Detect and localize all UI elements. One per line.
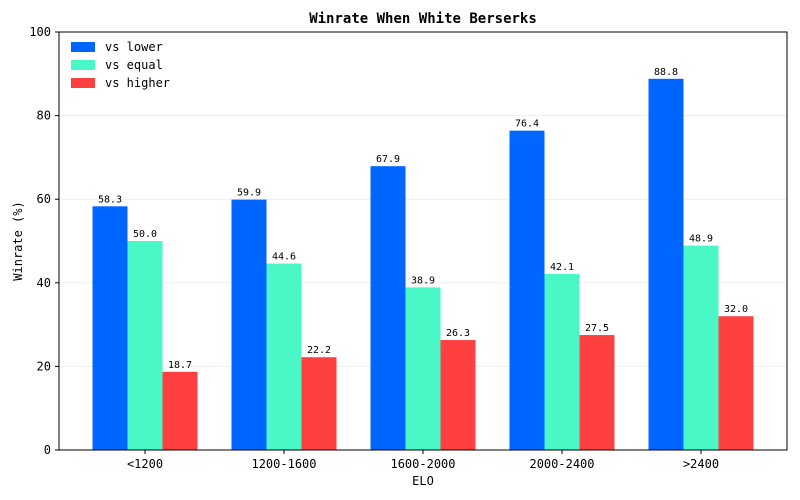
bar-value-label: 32.0 <box>724 304 748 315</box>
y-tick-label: 40 <box>37 276 51 290</box>
legend-label: vs higher <box>105 76 170 90</box>
bar-vs-higher <box>440 340 476 450</box>
bar-value-label: 76.4 <box>515 119 539 130</box>
bar-value-label: 59.9 <box>237 188 261 199</box>
bar-value-label: 18.7 <box>168 360 192 371</box>
legend: vs lower vs equal vs higher <box>71 40 170 90</box>
y-tick-label: 20 <box>37 359 51 373</box>
axes: 0 20 40 60 80 100 <1200 1200-1600 1600-2000 2000-… <box>29 25 719 471</box>
bar-value-label: 26.3 <box>446 328 470 339</box>
y-tick-label: 80 <box>37 109 51 123</box>
x-tick-label: <1200 <box>127 457 163 471</box>
bar-value-label: 27.5 <box>585 323 609 334</box>
bar-vs-equal <box>683 245 719 450</box>
legend-swatch <box>71 60 95 70</box>
bar-vs-equal <box>544 274 580 450</box>
bar-vs-equal <box>266 263 302 450</box>
bar-vs-lower <box>509 130 545 450</box>
chart-title: Winrate When White Berserks <box>309 11 537 27</box>
bar-value-label: 22.2 <box>307 345 331 356</box>
legend-swatch <box>71 42 95 52</box>
bar-vs-lower <box>92 206 128 450</box>
bar-value-label: 88.8 <box>654 67 678 78</box>
data-labels: 58.3 50.0 18.7 59.9 44.6 22.2 67.9 38.9 26.3 76.4… <box>98 67 748 371</box>
x-tick-label: 1600-2000 <box>390 457 455 471</box>
bar-vs-higher <box>301 357 337 450</box>
bar-value-label: 58.3 <box>98 194 122 205</box>
legend-label: vs equal <box>105 58 163 72</box>
bar-value-label: 67.9 <box>376 154 400 165</box>
x-tick-label: >2400 <box>683 457 719 471</box>
x-tick-label: 2000-2400 <box>529 457 594 471</box>
bar-vs-higher <box>162 371 198 450</box>
bar-vs-equal <box>405 287 441 450</box>
bar-value-label: 38.9 <box>411 275 435 286</box>
legend-swatch <box>71 78 95 88</box>
bar-vs-equal <box>127 241 163 450</box>
bar-value-label: 50.0 <box>133 229 157 240</box>
bar-vs-lower <box>231 199 267 450</box>
y-tick-label: 60 <box>37 192 51 206</box>
x-axis-label: ELO <box>412 474 434 488</box>
legend-label: vs lower <box>105 40 163 54</box>
y-axis-label: Winrate (%) <box>11 201 25 280</box>
y-tick-label: 100 <box>29 25 51 39</box>
x-tick-label: 1200-1600 <box>251 457 316 471</box>
bar-value-label: 42.1 <box>550 262 574 273</box>
bar-vs-higher <box>718 316 754 450</box>
bar-vs-lower <box>648 78 684 450</box>
bar-value-label: 48.9 <box>689 234 713 245</box>
bar-value-label: 44.6 <box>272 252 296 263</box>
bars <box>92 78 754 451</box>
y-tick-label: 0 <box>44 443 51 457</box>
bar-vs-higher <box>579 335 615 450</box>
bar-vs-lower <box>370 166 406 451</box>
